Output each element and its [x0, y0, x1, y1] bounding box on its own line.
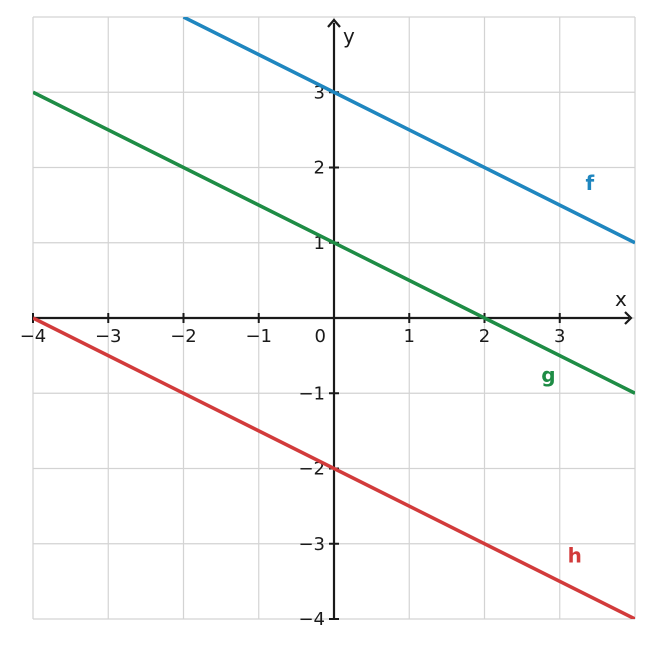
x-axis-label: x [615, 287, 627, 311]
y-tick-label: −4 [298, 609, 325, 630]
y-axis-arrowhead [327, 18, 341, 28]
x-axis-arrowhead [624, 311, 633, 325]
x-tick-label: 2 [479, 326, 490, 347]
x-tick-label: −4 [20, 326, 47, 347]
series-line-f [182, 17, 635, 245]
ticks: −4 −3 −2 −1 0 1 2 3 −4 −3 −2 −1 1 2 3 [20, 82, 566, 630]
y-tick-label: 1 [314, 233, 325, 254]
y-tick-label: 3 [314, 82, 325, 103]
series-labels: f g h [541, 171, 594, 567]
y-tick-label: −1 [298, 383, 325, 404]
x-tick-label: 0 [315, 326, 326, 347]
series-label-f: f [585, 171, 594, 195]
x-tick-label: 1 [404, 326, 415, 347]
x-tick-label: 3 [554, 326, 565, 347]
y-tick-label: −2 [298, 459, 325, 480]
x-tick-label: −1 [245, 326, 272, 347]
series-label-g: g [541, 363, 555, 387]
x-tick-label: −2 [170, 326, 197, 347]
series-lines [33, 17, 635, 619]
y-tick-label: −3 [298, 534, 325, 555]
series-line-g [33, 90, 635, 395]
x-tick-label: −3 [95, 326, 122, 347]
axes: x y [33, 18, 633, 619]
series-label-h: h [568, 544, 582, 568]
y-tick-label: 2 [314, 158, 325, 179]
series-line-h [33, 316, 635, 619]
y-axis-label: y [343, 24, 355, 48]
